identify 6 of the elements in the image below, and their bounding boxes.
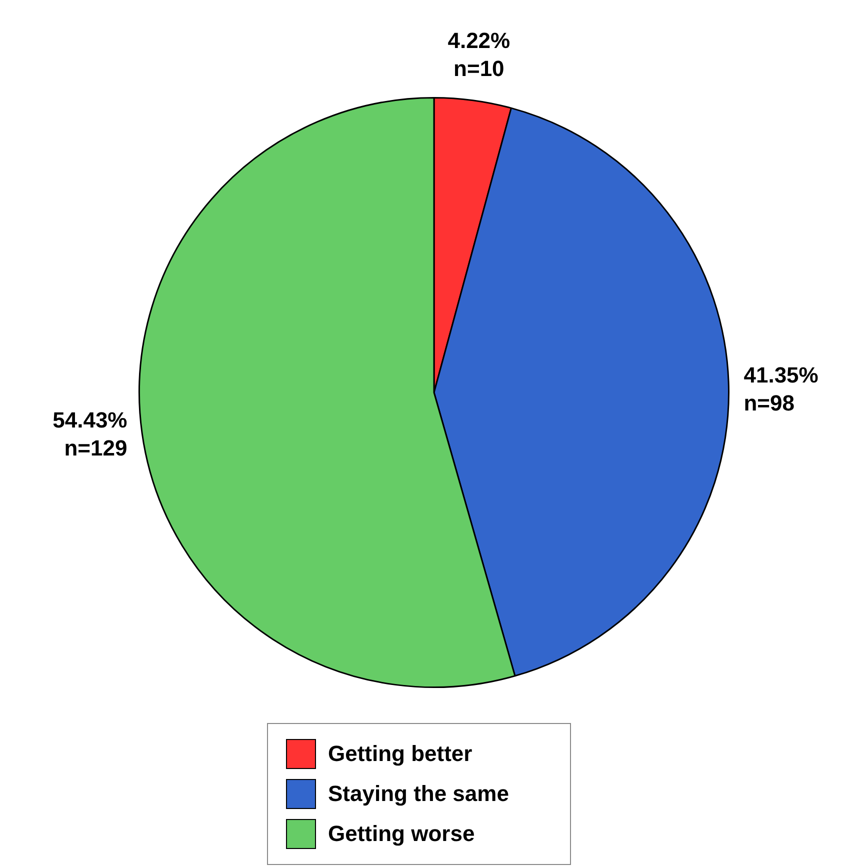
legend-label: Getting worse xyxy=(328,821,475,847)
legend-label: Getting better xyxy=(328,741,472,767)
data-label: 54.43% n=129 xyxy=(52,408,128,461)
data-label: 4.22% n=10 xyxy=(448,28,510,81)
legend-label: Staying the same xyxy=(328,781,509,807)
data-label: 41.35% n=98 xyxy=(744,362,818,416)
